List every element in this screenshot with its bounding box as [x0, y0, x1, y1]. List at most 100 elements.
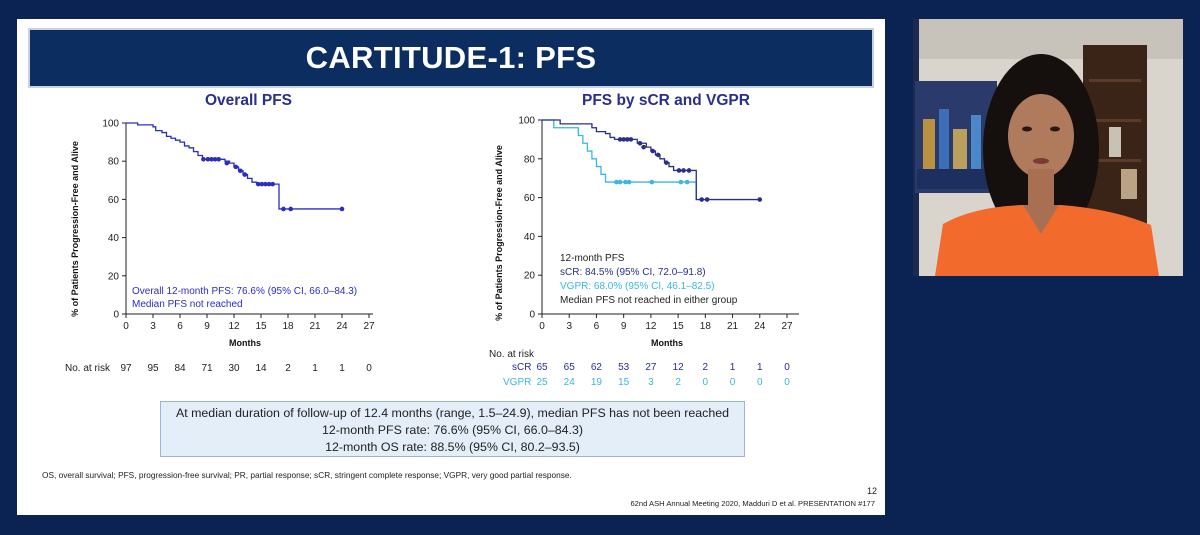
x-tick-label: 15	[673, 321, 685, 332]
scr-censor-point	[664, 160, 669, 165]
risk-count: 95	[147, 363, 159, 374]
y-tick-label: 40	[108, 233, 120, 244]
overall-censor-point	[209, 156, 214, 162]
vgpr-curve	[542, 119, 697, 200]
x-tick-label: 6	[177, 321, 183, 332]
risk-count: 12	[672, 362, 684, 373]
y-tick-label: 0	[113, 310, 119, 321]
right-risk-scr-label: sCR	[512, 362, 532, 373]
right-risk-vgpr-table: 25 24 19 15 3 2 0 0 0 0	[17, 377, 885, 391]
overall-censor-point	[233, 164, 239, 170]
x-tick-label: 0	[123, 321, 129, 332]
overall-censor-point	[281, 206, 286, 212]
scr-censor-point	[641, 144, 646, 150]
y-tick-label: 40	[524, 232, 536, 243]
scr-censor-point	[676, 168, 682, 173]
risk-count: 0	[702, 377, 709, 388]
right-y-ticks: 0 20 40 60 80 100	[518, 116, 542, 321]
left-annotation-median: Median PFS not reached	[132, 299, 243, 310]
right-risk-label: No. at risk	[489, 349, 535, 360]
risk-count: 0	[729, 377, 736, 388]
overall-censor-point	[266, 181, 272, 187]
x-tick-label: 27	[781, 321, 793, 332]
charts-svg: % of Patients Progression-Free and Alive…	[70, 116, 799, 349]
vgpr-censor-point	[649, 179, 655, 185]
right-annotation-scr: sCR: 84.5% (95% CI, 72.0–91.8)	[560, 267, 706, 278]
left-annotation-pfs: Overall 12-month PFS: 76.6% (95% CI, 66.…	[132, 286, 357, 297]
right-annotation-vgpr: VGPR: 68.0% (95% CI, 46.1–82.5)	[560, 281, 715, 292]
x-tick-label: 12	[228, 321, 240, 332]
risk-count: 53	[618, 362, 630, 373]
y-tick-label: 80	[108, 157, 120, 168]
summary-box: At median duration of follow-up of 12.4 …	[160, 401, 745, 457]
risk-count: 3	[648, 377, 654, 388]
y-tick-label: 20	[108, 271, 120, 282]
scr-censor-point	[681, 168, 686, 173]
y-tick-label: 60	[108, 195, 120, 206]
x-tick-label: 9	[204, 321, 210, 332]
right-annotation-median: Median PFS not reached in either group	[560, 295, 738, 306]
overall-censor-point	[238, 168, 243, 174]
y-tick-label: 100	[102, 119, 119, 130]
summary-line-3: 12-month OS rate: 88.5% (95% CI, 80.2–93…	[325, 440, 580, 454]
left-chart: % of Patients Progression-Free and Alive…	[70, 119, 375, 349]
x-tick-label: 3	[566, 321, 572, 332]
x-tick-label: 18	[282, 321, 294, 332]
right-chart-title: PFS by sCR and VGPR	[582, 92, 750, 109]
x-tick-label: 0	[539, 321, 545, 332]
overall-censor-point	[259, 181, 265, 187]
left-risk-table: 97 95 84 71 30 14 2 1 1 0	[17, 363, 885, 377]
risk-count: 2	[285, 363, 291, 374]
summary-line-2: 12-month PFS rate: 76.6% (95% CI, 66.0–8…	[321, 423, 584, 437]
risk-count: 65	[536, 362, 548, 373]
vgpr-censor-point	[617, 179, 623, 185]
risk-count: 0	[784, 362, 790, 373]
risk-count: 2	[702, 362, 709, 373]
risk-count: 0	[366, 363, 372, 374]
vgpr-censor-point	[684, 179, 690, 185]
overall-curve	[126, 122, 342, 210]
y-tick-label: 100	[518, 116, 535, 127]
right-chart-ylabel: % of Patients Progression-Free and Alive	[494, 145, 504, 321]
vgpr-censor-point	[678, 179, 684, 185]
risk-count: 27	[645, 362, 657, 373]
scr-censor-point	[628, 137, 634, 142]
risk-count: 1	[729, 362, 736, 373]
x-tick-label: 21	[309, 321, 321, 332]
right-chart-xlabel: Months	[651, 338, 683, 348]
left-chart-title: Overall PFS	[205, 92, 293, 109]
risk-count: 1	[756, 362, 763, 373]
overall-censor-point	[339, 206, 345, 212]
scr-curve	[542, 119, 760, 201]
overall-censor-point	[216, 156, 221, 162]
right-chart: % of Patients Progression-Free and Alive…	[494, 116, 799, 348]
vgpr-censor-point	[626, 179, 632, 185]
left-x-ticks: 0 3 6 9 12 15 18 21 24 27	[123, 314, 375, 332]
right-annotation-header: 12-month PFS	[560, 253, 625, 264]
overall-censor-point	[224, 160, 230, 166]
y-tick-label: 20	[524, 271, 536, 282]
risk-count: 30	[228, 363, 240, 374]
y-tick-label: 60	[524, 193, 536, 204]
presenter-video-image	[913, 19, 1183, 276]
overall-censor-point	[288, 206, 294, 212]
x-tick-label: 3	[150, 321, 156, 332]
summary-line-1: At median duration of follow-up of 12.4 …	[175, 406, 730, 420]
risk-count: 0	[756, 377, 763, 388]
vgpr-censor-point	[623, 179, 628, 185]
overall-censor-point	[256, 181, 261, 187]
risk-count: 2	[675, 377, 681, 388]
y-tick-label: 0	[529, 310, 535, 321]
left-chart-ylabel: % of Patients Progression-Free and Alive	[70, 141, 80, 317]
risk-count: 0	[784, 377, 790, 388]
overall-censor-point	[201, 156, 206, 162]
left-curves	[126, 122, 345, 212]
risk-count: 97	[120, 363, 132, 374]
risk-count: 25	[536, 377, 548, 388]
page-number: 12	[867, 486, 878, 496]
right-risk-vgpr-label: VGPR	[503, 377, 532, 388]
presenter-shirt	[935, 205, 1159, 276]
presentation-slide: CARTITUDE-1: PFS Overall PFS PFS by sCR …	[17, 19, 885, 515]
risk-count: 62	[590, 362, 602, 373]
citation: 62nd ASH Annual Meeting 2020, Madduri D …	[630, 499, 875, 508]
